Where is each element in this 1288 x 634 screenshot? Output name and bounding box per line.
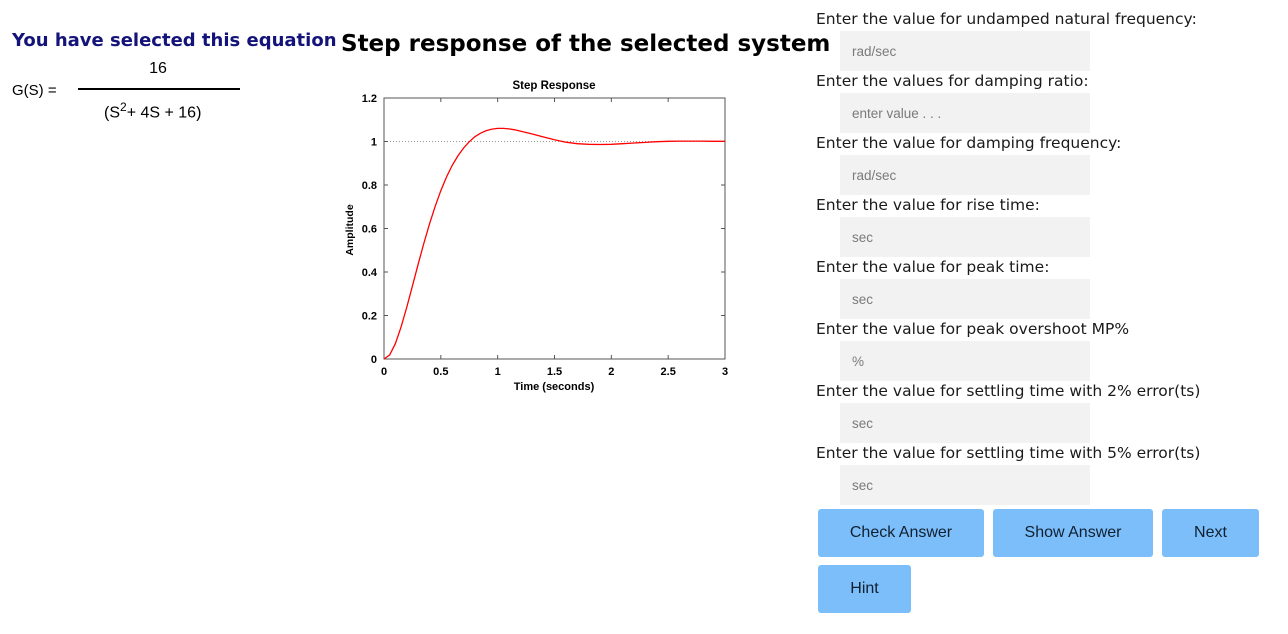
question-label-damping-frequency: Enter the value for damping frequency: xyxy=(816,134,1122,152)
question-label-peak-overshoot: Enter the value for peak overshoot MP% xyxy=(816,320,1130,338)
next-button[interactable]: Next xyxy=(1162,509,1259,557)
y-tick-label: 0.6 xyxy=(362,224,377,236)
damping-ratio-input[interactable] xyxy=(840,93,1090,133)
settling-time-5pct-input[interactable] xyxy=(840,465,1090,505)
axis-ticks-layer: 0 0.5 1 1.5 2 2.5 3 0 0.2 0.4 0.6 0.8 1 1.2 xyxy=(362,93,728,378)
chart-x-axis-label: Time (seconds) xyxy=(514,381,595,393)
question-label-settling-time-2pct: Enter the value for settling time with 2… xyxy=(816,382,1201,400)
chart-y-axis-label: Amplitude xyxy=(344,204,356,255)
show-answer-button[interactable]: Show Answer xyxy=(993,509,1153,557)
y-tick-label: 0.2 xyxy=(362,311,377,323)
transfer-function-label: G(S) = xyxy=(12,82,57,99)
damping-frequency-input[interactable] xyxy=(840,155,1090,195)
question-label-damping-ratio: Enter the values for damping ratio: xyxy=(816,72,1089,90)
step-response-line xyxy=(383,127,725,360)
plot-area xyxy=(383,97,726,360)
x-tick-label: 1.5 xyxy=(547,366,562,378)
x-tick-label: 0.5 xyxy=(433,366,448,378)
peak-time-input[interactable] xyxy=(840,279,1090,319)
y-tick-label: 1.2 xyxy=(362,93,377,105)
x-tick-label: 3 xyxy=(722,366,728,378)
rise-time-input[interactable] xyxy=(840,217,1090,257)
denominator-exponent: 2 xyxy=(120,100,127,114)
y-tick-label: 0 xyxy=(371,354,377,366)
check-answer-button[interactable]: Check Answer xyxy=(818,509,984,557)
question-label-rise-time: Enter the value for rise time: xyxy=(816,196,1040,214)
x-tick-label: 2.5 xyxy=(661,366,676,378)
step-response-chart: Step Response Amplitude Time (seconds) 0… xyxy=(344,80,728,393)
denominator-prefix: (S xyxy=(104,104,120,122)
x-tick-label: 0 xyxy=(381,366,387,378)
fraction-bar xyxy=(78,88,240,90)
transfer-function-numerator: 16 xyxy=(149,60,167,77)
settling-time-2pct-input[interactable] xyxy=(840,403,1090,443)
page-title: Step response of the selected system is: xyxy=(341,31,870,57)
y-tick-label: 1 xyxy=(371,137,377,149)
denominator-suffix: + 4S + 16) xyxy=(126,104,202,122)
x-tick-label: 2 xyxy=(608,366,614,378)
selected-equation-heading: You have selected this equation xyxy=(12,30,337,51)
y-tick-label: 0.8 xyxy=(362,180,377,192)
y-tick-label: 0.4 xyxy=(362,267,378,279)
chart-title: Step Response xyxy=(512,80,595,92)
question-label-settling-time-5pct: Enter the value for settling time with 5… xyxy=(816,444,1201,462)
transfer-function-denominator: (S2+ 4S + 16) xyxy=(104,100,201,122)
natural-frequency-input[interactable] xyxy=(840,31,1090,71)
question-label-natural-frequency: Enter the value for undamped natural fre… xyxy=(816,10,1197,28)
question-label-peak-time: Enter the value for peak time: xyxy=(816,258,1050,276)
peak-overshoot-input[interactable] xyxy=(840,341,1090,381)
hint-button[interactable]: Hint xyxy=(818,565,911,613)
x-tick-label: 1 xyxy=(495,366,501,378)
series-line-layer xyxy=(383,127,725,360)
